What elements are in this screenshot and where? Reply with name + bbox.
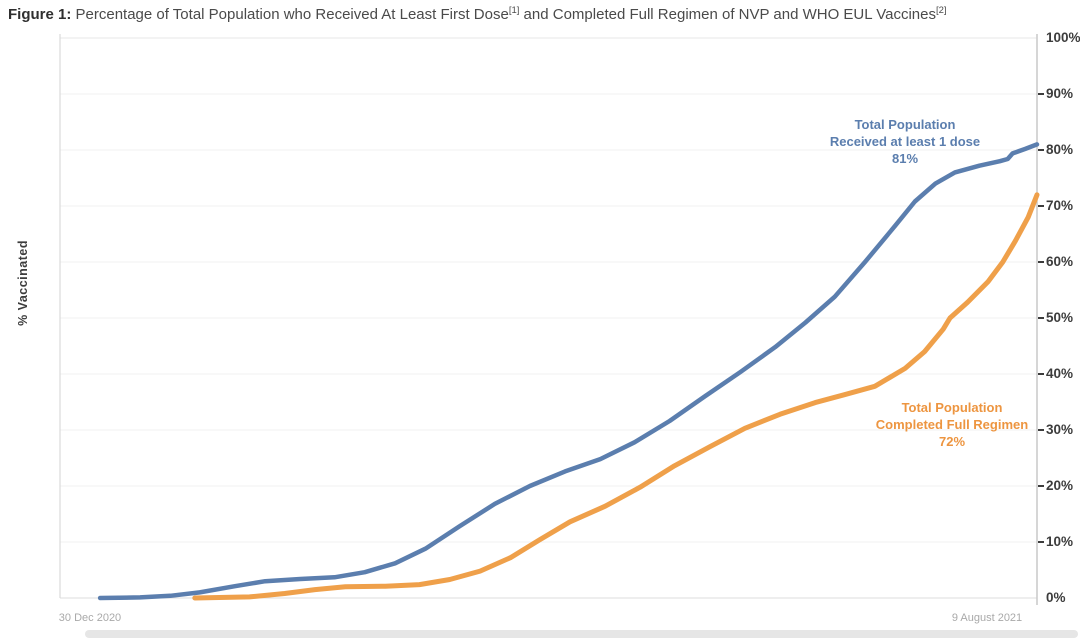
series-line-full-regimen — [192, 192, 1040, 601]
footnote-ref-2: [2] — [935, 5, 947, 16]
annotation-full-regimen-line2: Completed Full Regimen — [875, 417, 1029, 432]
annotation-first-dose-line2: Received at least 1 dose — [829, 134, 981, 149]
x-axis-end-date: 9 August 2021 — [951, 612, 1023, 624]
y-tick-label-80: 80% — [1046, 142, 1074, 157]
y-tick-label-10: 10% — [1046, 534, 1074, 549]
figure-label: Figure 1: — [8, 6, 72, 23]
figure-title: Figure 1: Percentage of Total Population… — [8, 5, 947, 23]
y-tick-label-40: 40% — [1046, 366, 1074, 381]
y-tick-label-70: 70% — [1046, 198, 1074, 213]
annotation-first-dose: Total Population Received at least 1 dos… — [788, 116, 1022, 167]
horizontal-scrollbar[interactable] — [85, 630, 1078, 638]
series-line-first-dose — [97, 142, 1040, 601]
y-tick-label-50: 50% — [1046, 310, 1074, 325]
annotation-first-dose-line1: Total Population — [854, 117, 956, 132]
y-tick-label-20: 20% — [1046, 478, 1074, 493]
footnote-ref-1: [1] — [508, 5, 520, 16]
annotation-full-regimen-line1: Total Population — [901, 400, 1003, 415]
figure-title-text-1: Percentage of Total Population who Recei… — [71, 6, 509, 23]
y-tick-label-100: 100% — [1046, 30, 1080, 45]
figure-title-text-2: and Completed Full Regimen of NVP and WH… — [519, 6, 936, 23]
x-axis-start-date: 30 Dec 2020 — [58, 612, 122, 624]
y-tick-label-60: 60% — [1046, 254, 1074, 269]
y-tick-label-90: 90% — [1046, 86, 1074, 101]
y-tick-label-0: 0% — [1046, 590, 1066, 605]
y-tick-label-30: 30% — [1046, 422, 1074, 437]
annotation-full-regimen: Total Population Completed Full Regimen … — [838, 399, 1066, 450]
annotation-full-regimen-value: 72% — [938, 434, 966, 449]
annotation-first-dose-value: 81% — [891, 151, 919, 166]
